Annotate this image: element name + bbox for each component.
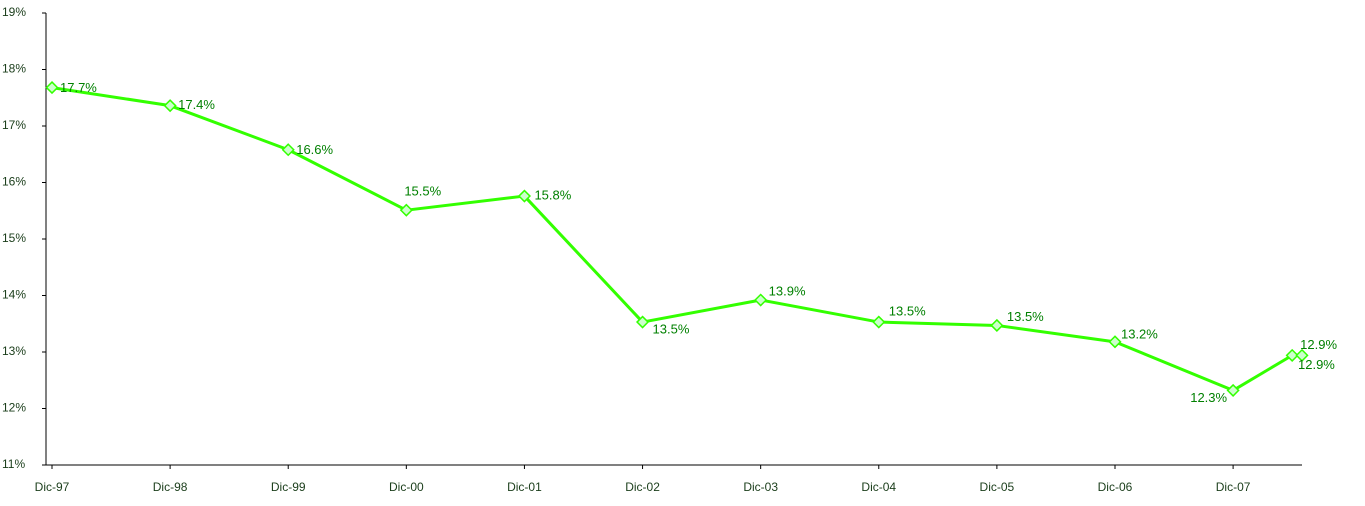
- y-tick-label: 18%: [2, 62, 26, 76]
- data-label: 13.2%: [1121, 326, 1158, 341]
- data-label: 15.8%: [534, 187, 571, 202]
- y-tick-label: 17%: [2, 118, 26, 132]
- marker: [281, 143, 295, 157]
- marker: [1285, 348, 1299, 362]
- data-label: 15.5%: [404, 184, 441, 199]
- marker: [517, 189, 532, 203]
- marker: [45, 81, 59, 95]
- y-tick-label: 11%: [2, 457, 25, 471]
- y-tick-label: 19%: [2, 5, 26, 19]
- marker: [1108, 335, 1122, 349]
- marker: [163, 99, 177, 113]
- y-tick-label: 14%: [2, 288, 26, 302]
- x-tick-label: Dic-01: [507, 480, 542, 494]
- data-label: 12.9%: [1298, 357, 1335, 372]
- data-label: 13.5%: [1007, 309, 1044, 324]
- marker: [872, 315, 886, 329]
- x-tick-label: Dic-98: [153, 480, 188, 494]
- x-tick-label: Dic-99: [271, 480, 306, 494]
- data-label: 12.3%: [1190, 390, 1227, 405]
- x-tick-label: Dic-04: [861, 480, 896, 494]
- data-label: 13.5%: [653, 321, 690, 336]
- x-tick-label: Dic-07: [1216, 480, 1251, 494]
- x-tick-label: Dic-97: [35, 480, 70, 494]
- x-tick-label: Dic-03: [743, 480, 778, 494]
- marker: [754, 293, 768, 307]
- data-label: 17.7%: [60, 80, 97, 95]
- marker: [635, 315, 650, 329]
- y-tick-label: 13%: [2, 344, 26, 358]
- x-tick-label: Dic-00: [389, 480, 424, 494]
- x-tick-label: Dic-02: [625, 480, 660, 494]
- data-label: 17.4%: [178, 97, 215, 112]
- x-tick-label: Dic-05: [980, 480, 1015, 494]
- marker: [1226, 383, 1240, 397]
- data-label: 13.9%: [769, 283, 806, 298]
- data-label: 12.9%: [1300, 337, 1337, 352]
- y-tick-label: 16%: [2, 175, 26, 189]
- y-tick-label: 15%: [2, 231, 26, 245]
- data-label: 13.5%: [889, 303, 926, 318]
- marker: [399, 203, 413, 217]
- data-label: 16.6%: [296, 142, 333, 157]
- x-tick-label: Dic-06: [1098, 480, 1133, 494]
- y-tick-label: 12%: [2, 401, 26, 415]
- marker: [1295, 348, 1309, 362]
- marker: [990, 318, 1004, 333]
